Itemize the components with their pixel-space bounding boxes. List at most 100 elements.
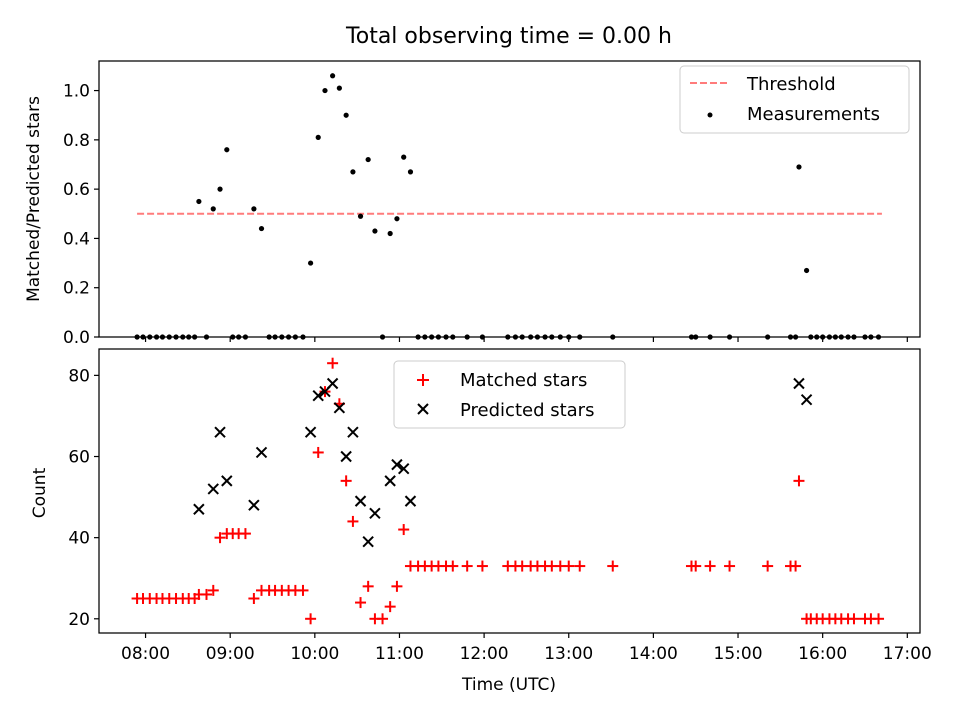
predicted-star-point: [312, 389, 324, 402]
top-y-tick-label: 0.8: [63, 131, 90, 151]
bottom-panel: 20 40 60 80 08:00 09:00 10:00 11:00 12:00 13:00 1…: [30, 348, 932, 695]
predicted-star-point: [333, 402, 346, 414]
measurement-point: [315, 134, 321, 140]
predicted-star-point: [347, 426, 359, 438]
measurement-point: [796, 164, 802, 170]
x-tick-label: 11:00: [375, 644, 424, 664]
matched-star-point: [305, 613, 317, 625]
top-legend: Threshold Measurements: [679, 65, 910, 134]
measurement-point: [343, 112, 349, 118]
measurement-point: [387, 230, 393, 237]
matched-star-point: [340, 475, 352, 487]
top-y-axis-label: Matched/Predicted stars: [24, 96, 44, 302]
predicted-star-point: [193, 503, 205, 515]
matched-star-point: [391, 580, 403, 592]
top-y-tick-label: 0.4: [63, 229, 90, 249]
x-tick-label: 17:00: [883, 644, 932, 664]
predicted-star-point: [248, 499, 260, 511]
measurement-point: [357, 213, 364, 219]
predicted-star-point: [221, 475, 233, 487]
measurement-point: [394, 216, 400, 222]
matched-star-point: [607, 560, 619, 572]
predicted-star-point: [800, 394, 813, 406]
top-y-tick-label: 1.0: [63, 82, 90, 102]
legend-matched-label: Matched stars: [460, 370, 587, 391]
measurement-point: [401, 154, 407, 160]
legend-measurements-swatch: [707, 112, 713, 118]
legend-predicted-swatch: [417, 403, 429, 415]
matched-star-point: [312, 446, 324, 458]
matched-star-point: [873, 613, 885, 625]
measurement-point: [196, 198, 202, 205]
measurement-point: [210, 206, 216, 212]
matched-star-point: [347, 515, 359, 527]
measurement-point: [336, 85, 342, 91]
matched-star-point: [362, 580, 374, 592]
matched-star-point: [327, 357, 339, 369]
predicted-star-point: [354, 495, 367, 507]
predicted-star-point: [304, 426, 317, 438]
matched-star-point: [297, 584, 309, 596]
bottom-y-tick-label: 80: [68, 366, 90, 386]
predicted-star-point: [369, 507, 381, 520]
legend-measurements-label: Measurements: [747, 104, 880, 125]
figure-title: Total observing time = 0.00 h: [345, 24, 672, 49]
x-tick-label: 13:00: [544, 644, 593, 664]
measurement-point: [350, 169, 356, 175]
matched-star-point: [690, 560, 702, 572]
matched-star-point: [384, 601, 396, 613]
measurement-point: [258, 225, 265, 232]
top-y-tick-label: 0.2: [63, 279, 90, 299]
top-y-tick-label: 0.0: [63, 328, 90, 348]
matched-star-point: [790, 560, 802, 572]
x-tick-label: 14:00: [629, 644, 678, 664]
predicted-star-point: [340, 450, 352, 463]
bottom-y-tick-label: 40: [68, 529, 90, 549]
matched-star-point: [704, 560, 716, 572]
top-y-tick-label: 0.6: [63, 180, 90, 200]
predicted-star-point: [384, 475, 396, 487]
measurement-point: [365, 156, 371, 163]
matched-star-point: [762, 560, 774, 572]
matched-star-point: [461, 560, 473, 572]
predicted-star-point: [793, 377, 805, 390]
legend-matched-swatch: [417, 374, 429, 386]
matched-star-point: [563, 560, 575, 572]
matched-star-point: [476, 560, 488, 572]
matched-star-point: [214, 532, 226, 544]
measurement-point: [322, 87, 328, 94]
predicted-star-point: [362, 536, 374, 548]
x-tick-label: 08:00: [121, 644, 170, 664]
x-tick-label: 16:00: [798, 644, 847, 664]
x-tick-label: 10:00: [290, 644, 339, 664]
measurement-point: [251, 206, 257, 212]
matched-star-point: [398, 524, 410, 536]
measurement-point: [407, 169, 414, 175]
matched-star-point: [239, 528, 251, 540]
predicted-star-point: [214, 426, 226, 438]
predicted-star-point: [391, 458, 403, 471]
x-tick-label: 12:00: [460, 644, 509, 664]
measurement-point: [224, 147, 230, 153]
predicted-star-point: [207, 483, 219, 495]
predicted-star-point: [397, 462, 410, 475]
matched-star-point: [793, 475, 805, 487]
matched-star-point: [848, 613, 860, 625]
bottom-legend: Matched stars Predicted stars: [393, 360, 626, 429]
x-axis-label: Time (UTC): [461, 675, 556, 695]
matched-star-point: [207, 584, 219, 596]
predicted-star-point: [255, 446, 268, 459]
x-tick-label: 09:00: [206, 644, 255, 664]
measurement-point: [372, 228, 378, 234]
matched-star-point: [574, 560, 586, 572]
matched-star-point: [355, 597, 367, 609]
matched-star-point: [447, 560, 459, 572]
matched-star-point: [724, 560, 736, 572]
measurement-point: [307, 260, 314, 266]
bottom-y-tick-label: 20: [68, 610, 90, 630]
measurement-point: [330, 73, 336, 79]
matched-star-point: [248, 593, 260, 605]
measurement-point: [803, 267, 810, 274]
top-panel: 0.0 0.2 0.4 0.6 0.8 1.0 Matched/Predicted sta…: [24, 60, 921, 348]
